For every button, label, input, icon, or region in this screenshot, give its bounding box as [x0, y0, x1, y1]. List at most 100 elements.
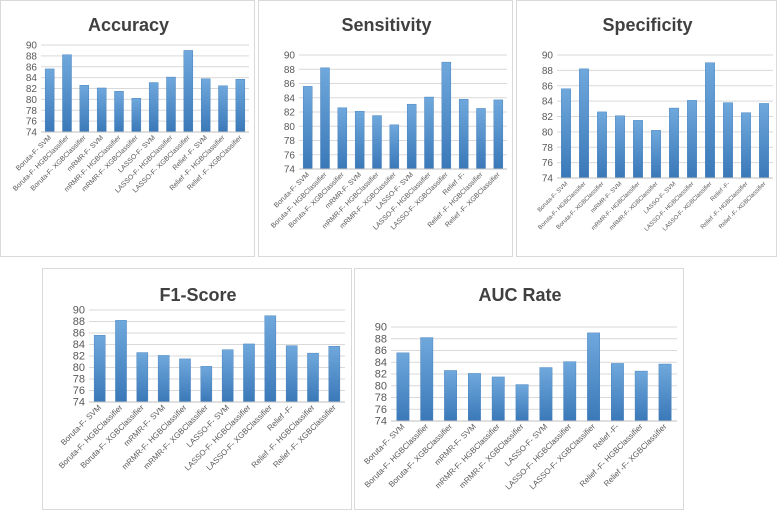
bar-relief-f-hgbclassifier: [741, 112, 751, 179]
chart-title: F1-Score: [159, 285, 236, 305]
bar-boruta-f-xgbclassifier: [444, 370, 457, 422]
bar-mrmr-f-hgbclassifier: [114, 91, 124, 133]
x-category-label: mRMR-F- SVM: [433, 422, 478, 467]
bar-lasso-f-xgbclassifier: [705, 62, 715, 179]
bar-mrmr-f-svm: [615, 115, 625, 179]
y-tick-label: 82: [73, 351, 85, 363]
bar-boruta-f-xgbclassifier: [337, 107, 348, 170]
bar-lasso-f-svm: [221, 349, 234, 403]
y-tick-label: 84: [26, 73, 38, 84]
y-tick-label: 78: [73, 374, 85, 386]
y-tick-label: 82: [375, 369, 387, 381]
bar-lasso-f-svm: [539, 367, 553, 422]
x-category-label: Boruta-F- SVM: [362, 422, 406, 466]
y-tick-label: 76: [73, 385, 85, 397]
bar-relief-f-xgbclassifier: [328, 346, 341, 403]
y-tick-label: 82: [284, 108, 296, 119]
y-tick-label: 84: [542, 97, 554, 108]
y-tick-label: 88: [375, 333, 387, 345]
chart-title: Sensitivity: [341, 15, 431, 35]
x-category-label: Boruta-F- SVM: [537, 181, 570, 214]
y-tick-label: 84: [375, 357, 387, 369]
y-tick-label: 76: [542, 158, 554, 169]
y-tick-label: 78: [26, 106, 38, 117]
y-tick-label: 74: [375, 416, 387, 428]
y-tick-label: 88: [26, 51, 38, 62]
bar-mrmr-f-hgbclassifier: [372, 115, 382, 170]
bar-lasso-f-xgbclassifier: [183, 50, 194, 133]
specificity-svg: Specificity 74 76 78 80 82 84 86 88 90 Boruta-F- S…: [537, 15, 773, 233]
bar-relief-f-hgbclassifier: [218, 85, 228, 133]
y-tick-label: 76: [284, 150, 296, 161]
bar-boruta-f-xgbclassifier: [136, 352, 149, 403]
y-tick-label: 80: [26, 95, 38, 106]
y-tick-label: 76: [26, 117, 38, 128]
y-tick-label: 80: [542, 127, 554, 138]
bar-mrmr-f-xgbclassifier: [515, 384, 529, 422]
bar-boruta-f-hgbclassifier: [62, 54, 72, 133]
y-tick-label: 86: [284, 79, 296, 90]
auc-rate-chart-panel: AUC Rate 74 76 78 80 82 84 86 88 90 Boruta-F- SVM B…: [354, 268, 684, 510]
y-tick-label: 86: [26, 62, 38, 73]
y-tick-label: 74: [284, 165, 296, 176]
bar-relief-f-xgbclassifier: [235, 79, 246, 133]
bar-lasso-f-hgbclassifier: [166, 76, 176, 133]
bar-mrmr-f-svm: [354, 111, 365, 170]
y-tick-label: 82: [542, 112, 554, 123]
y-tick-label: 82: [26, 84, 38, 95]
y-tick-label: 86: [542, 81, 554, 92]
y-tick-label: 84: [284, 93, 296, 104]
y-tick-label: 86: [375, 345, 387, 357]
y-tick-label: 88: [73, 316, 85, 328]
bar-lasso-f-xgbclassifier: [587, 332, 600, 422]
bar-mrmr-f-hgbclassifier: [491, 376, 505, 422]
y-tick-label: 76: [375, 404, 387, 416]
bar-mrmr-f-hgbclassifier: [633, 120, 643, 179]
bar-boruta-f-hgbclassifier: [320, 67, 330, 170]
bar-lasso-f-svm: [148, 82, 159, 133]
bar-relief-f-svm: [200, 78, 211, 133]
y-tick-label: 88: [284, 65, 296, 76]
bar-boruta-f-xgbclassifier: [79, 85, 90, 133]
specificity-chart-panel: Specificity 74 76 78 80 82 84 86 88 90 Boruta-F- S…: [516, 0, 777, 257]
bar-lasso-f-hgbclassifier: [687, 100, 697, 179]
bar-lasso-f-xgbclassifier: [264, 315, 277, 403]
bar-mrmr-f-xgbclassifier: [651, 130, 661, 179]
bar-mrmr-f-xgbclassifier: [131, 98, 142, 133]
y-tick-label: 80: [284, 122, 296, 133]
bar-relief-f-hgbclassifier: [476, 108, 486, 170]
chart-title: AUC Rate: [478, 285, 561, 305]
x-category-label: LASSO-F- SVM: [643, 181, 677, 215]
bar-boruta-f-svm: [44, 68, 55, 133]
y-tick-label: 80: [375, 380, 387, 392]
bar-relief-f: [611, 363, 624, 422]
y-tick-label: 74: [73, 397, 85, 409]
y-tick-label: 90: [375, 322, 387, 334]
sensitivity-chart-panel: Sensitivity 74 76 78 80 82 84 86 88 90 Boruta-F- S…: [258, 0, 513, 257]
bar-lasso-f-hgbclassifier: [424, 96, 434, 170]
y-tick-label: 90: [73, 305, 85, 317]
y-tick-label: 78: [542, 143, 554, 154]
bar-lasso-f-xgbclassifier: [441, 61, 452, 170]
y-tick-label: 78: [284, 136, 296, 147]
y-tick-label: 90: [284, 51, 296, 62]
bar-boruta-f-svm: [561, 88, 571, 179]
chart-title: Specificity: [602, 15, 692, 35]
y-tick-label: 74: [26, 128, 38, 139]
bar-boruta-f-xgbclassifier: [597, 111, 607, 179]
bar-boruta-f-svm: [93, 335, 106, 403]
y-tick-label: 86: [73, 328, 85, 340]
bar-lasso-f-svm: [406, 103, 417, 170]
chart-title: Accuracy: [88, 15, 169, 35]
bar-mrmr-f-xgbclassifier: [200, 366, 213, 403]
bar-relief-f: [285, 345, 298, 403]
f1-score-chart-panel: F1-Score 74 76 78 80 82 84 86 88 90 Boruta-F- SVM B…: [42, 268, 352, 510]
bar-mrmr-f-xgbclassifier: [389, 124, 400, 170]
y-tick-label: 88: [542, 66, 554, 77]
y-tick-label: 74: [542, 174, 554, 185]
bar-relief-f-hgbclassifier: [307, 352, 319, 403]
bar-relief-f-xgbclassifier: [759, 103, 769, 179]
bar-relief-f: [458, 98, 469, 170]
